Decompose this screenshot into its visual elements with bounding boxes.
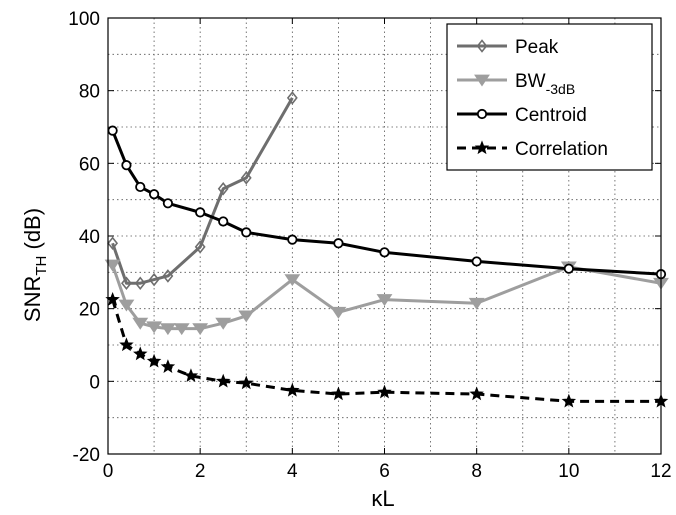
- data-point: [377, 384, 392, 399]
- data-point: [133, 346, 148, 361]
- data-point: [146, 321, 163, 334]
- data-point: [134, 276, 146, 291]
- data-point: [173, 323, 190, 336]
- data-point: [217, 181, 229, 196]
- y-axis-label: SNRTH (dB): [20, 208, 50, 322]
- data-point: [194, 240, 206, 254]
- legend: Peak BW-3dB Centroid Correlation: [446, 23, 653, 171]
- data-point: [469, 386, 484, 401]
- data-point: [379, 247, 390, 258]
- legend-label: Peak: [515, 37, 559, 58]
- data-point: [135, 181, 146, 193]
- legend-marker: [474, 140, 490, 155]
- x-tick-label: 2: [195, 461, 206, 482]
- y-tick-label: 80: [79, 82, 100, 103]
- legend-marker: [476, 39, 488, 53]
- data-point: [376, 294, 393, 307]
- series-bw-3db: [104, 259, 669, 336]
- data-point: [284, 274, 301, 287]
- y-tick-label: 40: [79, 227, 100, 248]
- x-tick-label: 8: [471, 461, 482, 482]
- data-point: [241, 227, 252, 238]
- data-point: [162, 198, 174, 209]
- data-point: [195, 207, 206, 218]
- data-point: [160, 359, 176, 373]
- x-axis-label: κL: [371, 486, 394, 511]
- data-point: [287, 234, 298, 245]
- data-point: [333, 238, 344, 249]
- y-tick-label: -20: [73, 445, 100, 466]
- data-point: [286, 91, 298, 105]
- data-point: [192, 323, 209, 336]
- legend-item: BW-3dB: [457, 71, 575, 97]
- data-point: [148, 189, 160, 200]
- y-tick-label: 60: [79, 154, 100, 175]
- data-point: [468, 297, 485, 310]
- data-point: [215, 317, 232, 330]
- legend-label: Centroid: [515, 105, 587, 126]
- data-point: [183, 368, 199, 383]
- data-point: [471, 256, 482, 267]
- x-tick-label: 12: [650, 461, 671, 482]
- y-tick-label: 0: [89, 372, 100, 393]
- data-point: [215, 373, 231, 388]
- data-point: [159, 323, 176, 336]
- series-peak: [107, 91, 298, 291]
- data-point: [162, 269, 174, 283]
- data-point: [240, 171, 252, 185]
- data-point: [218, 216, 229, 227]
- y-tick-label: 20: [79, 300, 100, 321]
- data-point: [107, 236, 119, 251]
- data-point: [239, 375, 254, 390]
- legend-marker: [476, 108, 488, 120]
- x-tick-label: 0: [103, 461, 114, 482]
- x-tick-label: 6: [379, 461, 390, 482]
- data-point: [561, 393, 577, 408]
- data-point: [330, 306, 347, 319]
- data-point: [563, 263, 574, 274]
- legend-item: Centroid: [457, 105, 587, 126]
- legend-marker: [474, 74, 490, 87]
- x-tick-label: 4: [287, 461, 298, 482]
- data-point: [107, 125, 118, 136]
- data-point: [146, 353, 162, 368]
- data-point: [119, 337, 134, 352]
- data-point: [118, 299, 135, 312]
- data-point: [148, 272, 160, 287]
- data-point: [121, 276, 132, 291]
- legend-label: BW-3dB: [515, 71, 575, 97]
- data-point: [285, 382, 300, 397]
- data-point: [331, 386, 346, 401]
- legend-item: Correlation: [457, 139, 608, 160]
- legend-label: Correlation: [515, 139, 608, 160]
- legend-item: Peak: [457, 37, 559, 58]
- data-point: [104, 259, 121, 272]
- y-tick-label: 100: [68, 9, 100, 30]
- data-point: [121, 160, 132, 171]
- series-layer: [104, 91, 669, 408]
- data-point: [132, 317, 149, 330]
- x-tick-label: 10: [558, 461, 579, 482]
- data-point: [238, 310, 255, 323]
